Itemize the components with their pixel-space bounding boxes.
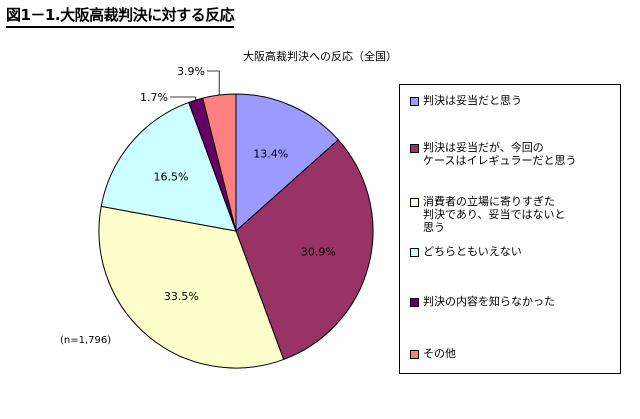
leader-line (207, 70, 220, 95)
chart-title: 大阪高裁判決への反応（全国） (243, 50, 397, 63)
slice-value-label: 16.5% (154, 170, 189, 183)
pie-slice (202, 93, 237, 232)
slice-value-label: 3.9% (177, 65, 205, 78)
legend-swatch (410, 198, 419, 207)
legend-swatch (410, 144, 419, 153)
slice-value-label: 1.7% (140, 91, 168, 104)
legend-swatch (410, 248, 419, 257)
pie-slice (235, 93, 339, 233)
legend: 判決は妥当だと思う 判決は妥当だが、今回の ケースはイレギュラーだと思う 消費者… (399, 84, 621, 374)
legend-label: どちらともいえない (423, 245, 522, 258)
sample-size-note: (n=1,796) (60, 335, 112, 346)
slice-value-label: 30.9% (301, 246, 336, 259)
legend-label: 消費者の立場に寄りすぎた 判決であり、妥当ではないと 思う (423, 195, 566, 234)
figure-title: 図1－1.大阪高裁判決に対する反応 (6, 4, 235, 28)
legend-label: 判決は妥当だが、今回の ケースはイレギュラーだと思う (423, 141, 577, 167)
legend-swatch (410, 350, 419, 359)
legend-label: その他 (423, 347, 456, 360)
slice-value-label: 13.4% (253, 148, 288, 161)
legend-swatch (410, 97, 419, 106)
slice-value-label: 33.5% (164, 290, 199, 303)
pie-slice (235, 139, 374, 361)
pie-slice (98, 205, 285, 369)
legend-label: 判決の内容を知らなかった (423, 295, 555, 308)
legend-swatch (410, 298, 419, 307)
leader-line (170, 96, 197, 101)
legend-label: 判決は妥当だと思う (423, 94, 522, 107)
pie-slice (100, 101, 237, 232)
